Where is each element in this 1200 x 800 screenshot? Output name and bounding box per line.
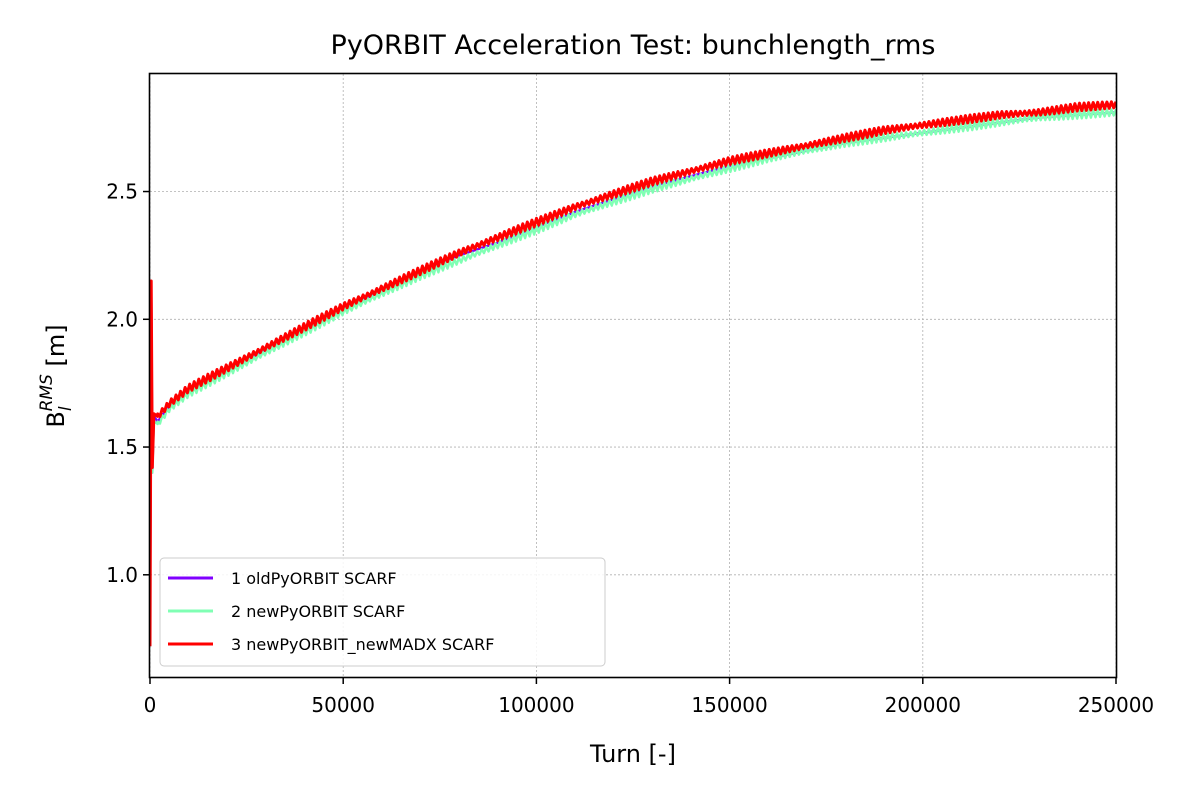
x-tick-label: 150000 — [691, 693, 767, 717]
chart-title: PyORBIT Acceleration Test: bunchlength_r… — [331, 30, 936, 61]
x-tick-label: 0 — [144, 693, 157, 717]
y-tick-label: 1.5 — [106, 435, 138, 459]
y-axis-label-sup: RMS — [37, 374, 57, 411]
y-tick-label: 1.0 — [106, 563, 138, 587]
y-tick-label: 2.0 — [106, 307, 138, 331]
x-axis-label: Turn [-] — [589, 740, 676, 768]
x-tick-label: 50000 — [311, 693, 375, 717]
y-axis-label-unit: [m] — [42, 324, 70, 374]
legend-label: 3 newPyORBIT_newMADX SCARF — [231, 635, 494, 655]
y-axis-label-main: B — [42, 411, 70, 427]
legend: 1 oldPyORBIT SCARF 2 newPyORBIT SCARF 3 ne… — [159, 557, 606, 667]
y-axis: 1.0 1.5 2.0 2.5 — [106, 180, 150, 587]
y-tick-label: 2.5 — [106, 180, 138, 204]
legend-label: 2 newPyORBIT SCARF — [231, 602, 405, 621]
y-axis-label: BlRMS [m] — [37, 324, 76, 427]
series-3 — [150, 100, 1116, 647]
y-axis-label-sub: l — [56, 406, 76, 411]
x-tick-label: 200000 — [885, 693, 961, 717]
x-tick-label: 100000 — [498, 693, 574, 717]
x-axis: 0 50000 100000 150000 200000 250000 — [144, 677, 1154, 717]
plot-frame — [148, 72, 1118, 679]
legend-box — [159, 557, 606, 667]
plot-series — [150, 100, 1116, 647]
legend-label: 1 oldPyORBIT SCARF — [231, 569, 397, 588]
series-line — [150, 100, 1116, 647]
x-tick-label: 250000 — [1078, 693, 1154, 717]
